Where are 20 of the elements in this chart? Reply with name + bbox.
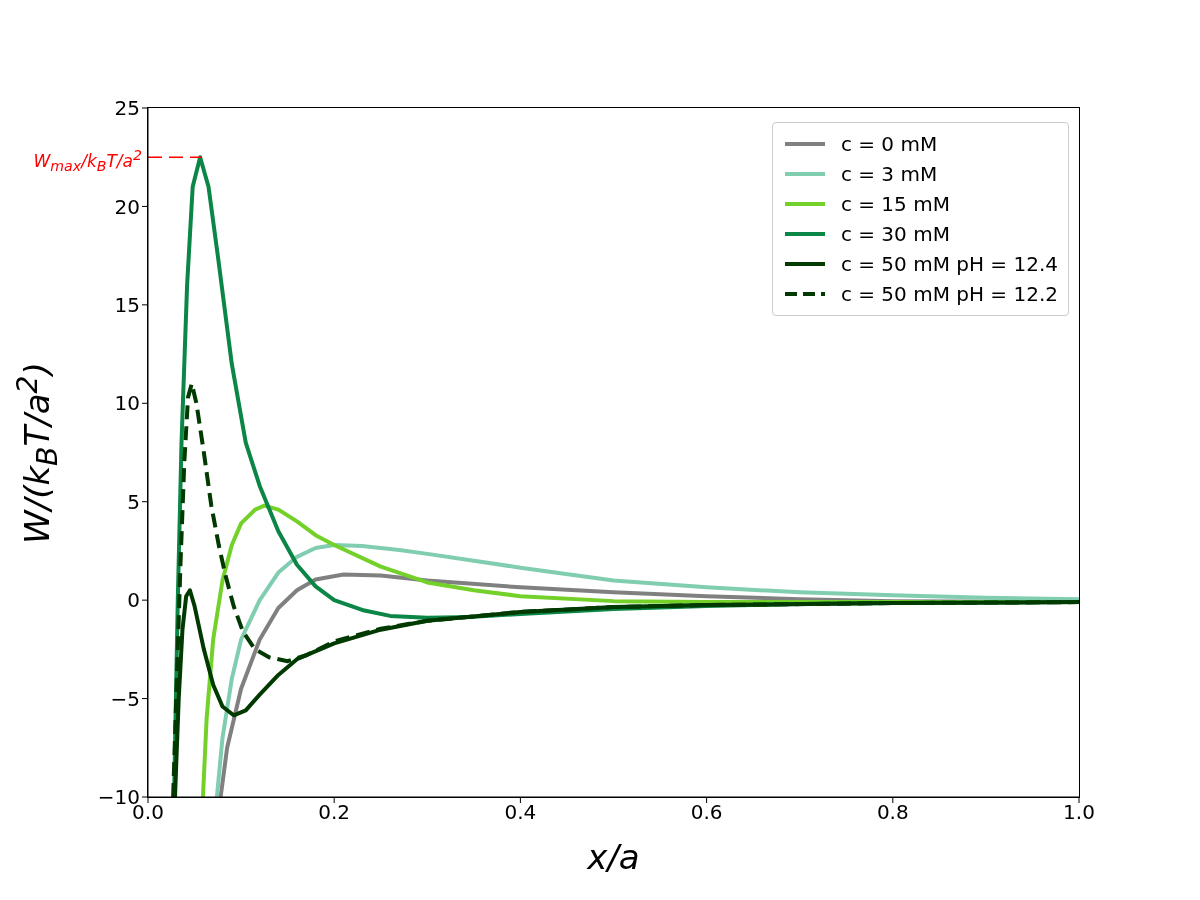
legend-label: c = 3 mM xyxy=(840,162,938,186)
legend-label: c = 0 mM xyxy=(840,132,938,156)
x-tick-label: 0.8 xyxy=(876,800,909,825)
y-tick-label: 15 xyxy=(114,292,140,317)
x-tick-label: 1.0 xyxy=(1063,800,1095,825)
y-tick-label: 20 xyxy=(114,194,140,219)
annotation: W$_{max}$/k$_{B}$T/a$^{2}$ xyxy=(33,146,142,177)
x-tick-label: 0.2 xyxy=(318,800,351,825)
legend-label: c = 30 mM xyxy=(840,222,950,246)
legend-label: c = 15 mM xyxy=(840,192,950,216)
x-tick-label: 0.6 xyxy=(690,800,723,825)
x-tick-label: 0.4 xyxy=(504,800,537,825)
legend-label: c = 50 mM pH = 12.2 xyxy=(840,282,1058,306)
y-tick-label: 5 xyxy=(127,489,140,514)
y-tick-label: 25 xyxy=(114,96,140,121)
legend-label: c = 50 mM pH = 12.4 xyxy=(840,252,1058,276)
y-tick-label: 10 xyxy=(114,391,140,416)
x-axis-title: x/a xyxy=(585,837,641,877)
y-tick-label: −5 xyxy=(110,686,140,711)
y-tick-label: 0 xyxy=(127,588,140,613)
